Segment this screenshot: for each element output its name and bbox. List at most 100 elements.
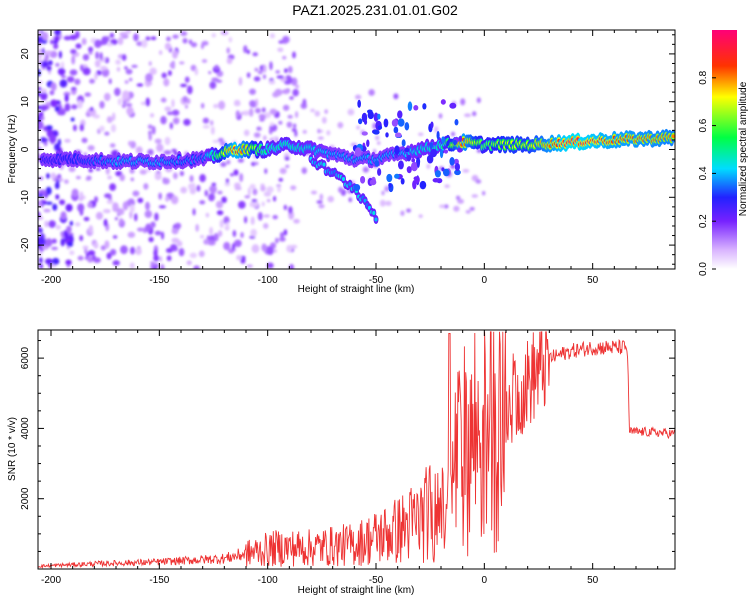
spectrogram-noise-blob — [74, 222, 81, 227]
spectrogram-noise-blob — [316, 200, 323, 204]
spectrogram-x-tick-label: -100 — [258, 275, 278, 286]
spectrogram-noise-blob — [75, 43, 82, 49]
spectrogram-noise-blob — [41, 104, 49, 111]
spectrogram-noise-blob — [52, 257, 60, 265]
spectrogram-noise-blob — [226, 57, 233, 65]
spectrogram-x-tick-label: -150 — [149, 275, 169, 286]
spectrogram-scatter-blob — [432, 177, 440, 183]
snr-line — [38, 331, 675, 569]
spectrogram-noise-blob — [179, 61, 185, 65]
spectrogram-noise-blob — [60, 61, 65, 70]
spectrogram-noise-blob — [112, 235, 118, 239]
spectrogram-noise-blob — [165, 196, 170, 202]
spectrogram-noise-blob — [385, 200, 392, 206]
spectrogram-noise-blob — [55, 62, 60, 67]
spectrogram-noise-blob — [376, 141, 381, 145]
spectrogram-noise-blob — [356, 125, 360, 130]
spectrogram-noise-blob — [154, 212, 159, 222]
snr-x-ticks: -200 -150 -100 -50 0 50 — [41, 330, 659, 586]
spectrogram-noise-blob — [79, 235, 84, 242]
spectrogram-scatter-blob — [429, 142, 433, 149]
spectrogram-noise-blob — [204, 189, 209, 197]
spectrogram-noise-blob — [88, 225, 94, 234]
spectrogram-x-tick-label: 0 — [482, 275, 488, 286]
spectrogram-noise-blob — [163, 78, 170, 87]
spectrogram-noise-blob — [172, 117, 180, 125]
spectrogram-scatter-blob — [377, 168, 382, 176]
spectrogram-noise-blob — [124, 80, 129, 84]
spectrogram-noise-blob — [147, 149, 154, 156]
spectrogram-noise-blob — [101, 36, 109, 45]
spectrogram-noise-blob — [65, 259, 72, 266]
spectrogram-noise-blob — [321, 116, 327, 124]
spectrogram-noise-blob — [109, 248, 117, 256]
spectrogram-noise-blob — [229, 173, 234, 177]
spectrogram-noise-blob — [66, 225, 72, 234]
spectrogram-noise-blob — [209, 81, 217, 90]
spectrogram-branch-core — [372, 210, 376, 215]
spectrogram-scatter-blob — [449, 157, 455, 166]
spectrogram-noise-blob — [147, 81, 153, 86]
spectrogram-scatter-blob — [360, 175, 366, 184]
spectrogram-noise-blob — [287, 65, 293, 74]
spectrogram-noise-blob — [141, 39, 148, 48]
spectrogram-y-tick-label: 0 — [20, 146, 31, 152]
spectrogram-noise-blob — [438, 113, 443, 119]
spectrogram-noise-blob — [294, 111, 299, 119]
snr-y-tick-label: 4000 — [20, 417, 31, 440]
spectrogram-noise-blob — [164, 42, 172, 51]
spectrogram-noise-blob — [82, 53, 90, 61]
spectrogram-noise-blob — [210, 120, 214, 126]
spectrogram-noise-blob — [171, 99, 175, 108]
spectrogram-noise-blob — [40, 237, 46, 246]
spectrogram-noise-blob — [347, 108, 355, 116]
spectrogram-noise-blob — [164, 136, 171, 146]
spectrogram-noise-blob — [95, 51, 99, 60]
spectrogram-scatter-blob — [397, 118, 405, 127]
spectrogram-noise-blob — [348, 197, 353, 203]
spectrogram-scatter-blob — [454, 169, 461, 176]
spectrogram-scatter-blob — [430, 148, 438, 158]
spectrogram-noise-blob — [263, 112, 272, 119]
spectrogram-noise-blob — [129, 204, 135, 213]
spectrogram-scatter-blob — [457, 147, 463, 153]
spectrogram-noise-blob — [184, 76, 190, 83]
spectrogram-noise-blob — [52, 203, 58, 211]
spectrogram-y-ticks: -20 -10 0 10 20 — [20, 34, 675, 265]
spectrogram-noise-blob — [38, 142, 41, 147]
spectrogram-noise-blob — [179, 170, 185, 177]
spectrogram-scatter-blob — [397, 160, 404, 170]
spectrogram-noise-blob — [231, 243, 236, 251]
spectrogram-noise-blob — [38, 236, 42, 245]
colorbar-tick-label: 0.8 — [698, 70, 709, 84]
snr-panel: -200 -150 -100 -50 0 50 2000 4000 6000 Height o… — [7, 329, 676, 596]
spectrogram-noise-blob — [254, 108, 261, 114]
spectrogram-scatter-blob — [404, 147, 410, 153]
spectrogram-noise-blob — [176, 240, 183, 247]
spectrogram-noise-blob — [145, 223, 152, 233]
spectrogram-noise-blob — [82, 245, 89, 250]
spectrogram-noise-blob — [70, 117, 75, 122]
spectrogram-noise-blob — [38, 48, 42, 52]
spectrogram-noise-blob — [69, 220, 74, 226]
colorbar-ticks: 0.0 0.2 0.4 0.6 0.8 — [698, 70, 716, 276]
spectrogram-noise-blob — [72, 124, 77, 132]
spectrogram-noise-blob — [199, 200, 206, 205]
spectrogram-noise-blob — [220, 162, 227, 167]
spectrogram-noise-blob — [79, 123, 84, 132]
spectrogram-noise-blob — [282, 55, 287, 60]
spectrogram-noise-blob — [200, 43, 204, 50]
spectrogram-scatter-blob — [417, 153, 422, 159]
spectrogram-scatter-blob — [391, 119, 398, 127]
spectrogram-noise-blob — [288, 206, 293, 214]
spectrogram-scatter-blob — [442, 168, 450, 177]
snr-ylabel: SNR (10 * v/v) — [7, 417, 18, 481]
spectrogram-noise-blob — [38, 86, 42, 91]
spectrogram-scatter-blob — [357, 99, 361, 108]
spectrogram-noise-blob — [60, 211, 67, 220]
spectrogram-marks — [38, 30, 675, 269]
spectrogram-noise-blob — [249, 201, 255, 208]
spectrogram-noise-blob — [183, 118, 191, 126]
spectrogram-noise-blob — [226, 159, 231, 165]
spectrogram-y-tick-label: -20 — [20, 237, 31, 252]
